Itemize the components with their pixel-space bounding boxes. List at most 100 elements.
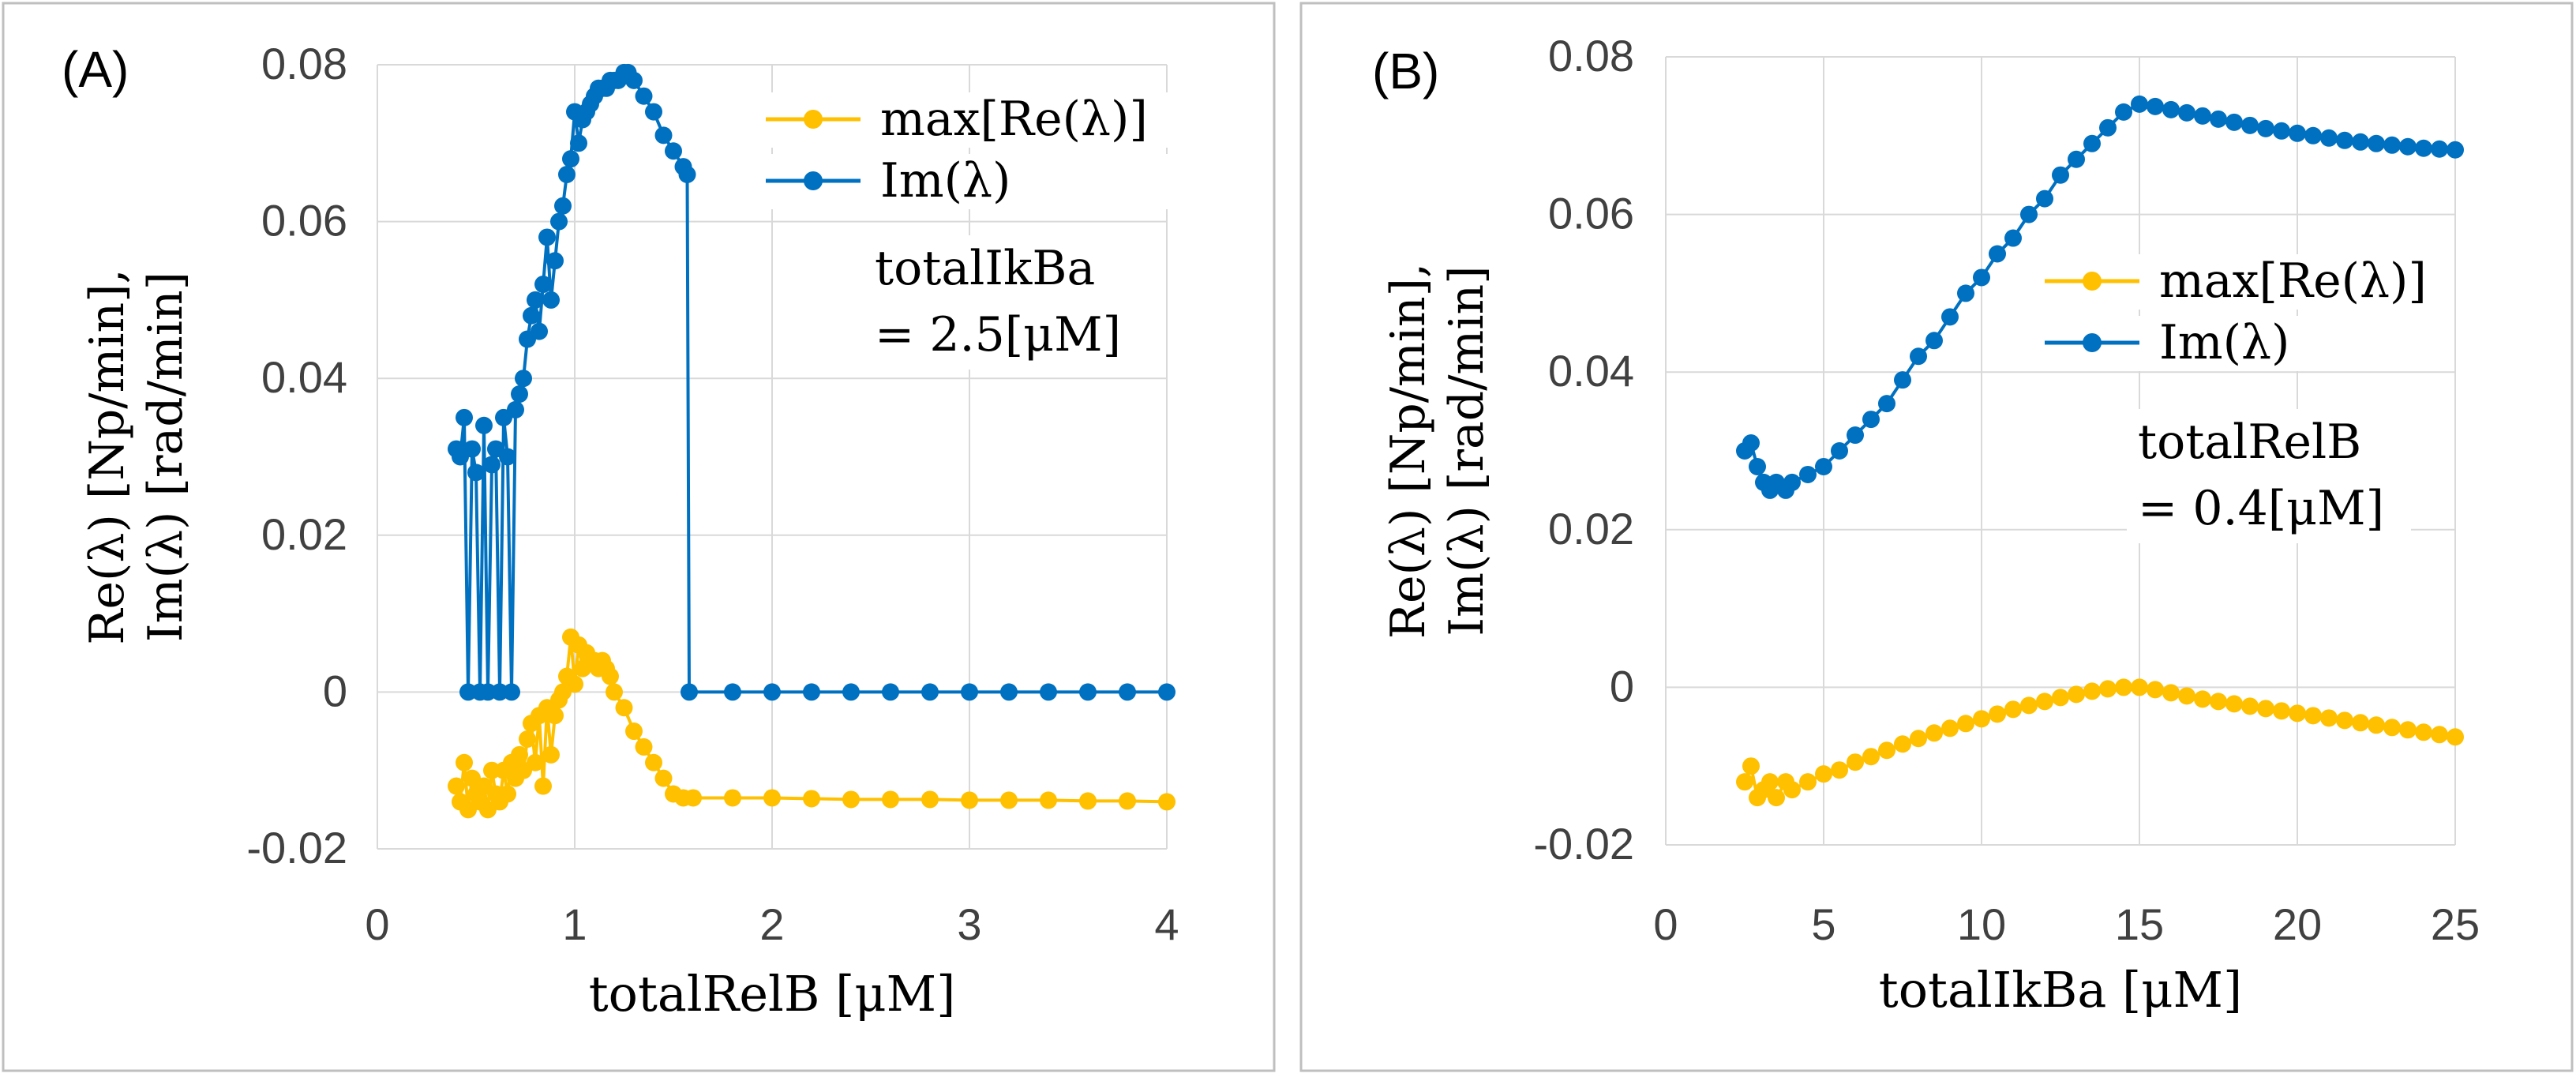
re-data-point: [456, 753, 473, 771]
im-data-point: [1000, 683, 1018, 701]
im-data-point: [2431, 140, 2448, 158]
re-data-point: [645, 753, 662, 771]
im-data-point: [842, 683, 860, 701]
re-data-point: [1910, 730, 1927, 748]
annotation-line1: totalRelB: [2138, 415, 2361, 470]
im-data-point: [1749, 457, 1766, 475]
re-data-point: [2052, 689, 2069, 707]
annotation-line1: totalIkBa: [875, 241, 1095, 296]
im-data-point: [2004, 229, 2022, 247]
im-data-point: [2036, 190, 2053, 208]
x-tick-label: 10: [1957, 899, 2006, 949]
im-data-point: [803, 683, 820, 701]
re-data-point: [2368, 716, 2385, 734]
im-data-point: [1862, 411, 1880, 429]
re-data-point: [2004, 700, 2022, 719]
im-data-point: [1815, 457, 1832, 475]
im-data-point: [570, 134, 587, 152]
re-data-point: [2178, 687, 2195, 705]
re-data-point: [2289, 704, 2306, 723]
panel-label: (B): [1372, 43, 1439, 99]
y-tick-label: 0.04: [261, 352, 347, 402]
re-data-point: [2273, 702, 2290, 720]
im-data-point: [463, 440, 481, 458]
re-data-point: [1989, 705, 2006, 723]
re-data-point: [2036, 693, 2053, 711]
re-data-point: [1941, 719, 1959, 738]
y-tick-label: 0: [323, 666, 347, 715]
y-tick-label: 0.04: [1548, 346, 1634, 396]
re-data-point: [2162, 684, 2180, 702]
im-data-point: [531, 322, 548, 340]
im-data-point: [2194, 107, 2211, 125]
im-data-point: [2368, 134, 2385, 152]
im-data-point: [1910, 347, 1927, 366]
re-data-point: [2447, 728, 2464, 746]
panel-b-chart: 0 5 10 15 20 25 -0.02 0 0.02 0.04 0.06 0.08 (B) Re(λ)…: [1372, 31, 2480, 1019]
legend-re-label: max[Re(λ)]: [2159, 253, 2427, 309]
panel-a-chart: 0 1 2 3 4 -0.02 0 0.02 0.04 0.06 0.08 (A) Re(λ) [Np/…: [62, 39, 1179, 1023]
y-tick-label: 0.06: [1548, 189, 1634, 238]
x-tick-label: 0: [1653, 899, 1678, 949]
im-data-point: [499, 448, 516, 466]
re-data-point: [448, 777, 465, 795]
im-data-point: [2083, 134, 2101, 152]
x-tick-label: 1: [562, 899, 587, 949]
im-data-point: [538, 228, 556, 246]
re-data-point: [1799, 773, 1817, 791]
re-data-point: [499, 785, 516, 803]
re-data-point: [1079, 792, 1097, 810]
im-data-point: [2131, 95, 2148, 113]
re-data-point: [2083, 682, 2101, 700]
x-tick-label: 20: [2273, 899, 2322, 949]
legend-re-swatch-marker: [804, 110, 823, 129]
re-data-point: [1761, 773, 1779, 791]
im-data-point: [546, 252, 564, 270]
im-data-point: [2447, 141, 2464, 159]
re-data-point: [1894, 735, 1911, 753]
im-data-point: [527, 291, 544, 309]
y-tick-label: -0.02: [1533, 819, 1634, 869]
re-data-point: [2241, 697, 2259, 715]
panel-label: (A): [62, 41, 129, 98]
im-data-point: [534, 276, 552, 294]
re-data-point: [1847, 753, 1864, 771]
im-data-point: [2241, 116, 2259, 134]
im-data-point: [2304, 126, 2322, 145]
re-data-point: [2257, 700, 2274, 718]
re-data-point: [724, 789, 741, 807]
re-data-point: [921, 790, 939, 809]
re-data-point: [2225, 695, 2243, 713]
im-data-point: [2289, 124, 2306, 142]
re-data-point: [2131, 678, 2148, 696]
im-data-point: [483, 456, 501, 474]
im-data-point: [2210, 110, 2227, 128]
x-tick-label: 25: [2431, 899, 2480, 949]
im-data-point: [1799, 465, 1817, 483]
legend-im-label: Im(λ): [880, 153, 1011, 208]
legend-im-swatch-marker: [2083, 333, 2102, 352]
im-data-point: [1878, 395, 1895, 413]
re-data-point: [2210, 693, 2227, 711]
y-axis-label-line2: Im(λ) [rad/min]: [1439, 265, 1494, 636]
re-data-point: [2336, 711, 2353, 730]
im-data-point: [1925, 332, 1943, 350]
x-tick-label: 4: [1154, 899, 1179, 949]
im-data-point: [503, 683, 520, 701]
im-data-point: [2320, 129, 2338, 147]
im-data-point: [1158, 683, 1176, 701]
im-data-point: [681, 683, 698, 701]
re-data-point: [625, 723, 643, 741]
legend-re-swatch-marker: [2083, 272, 2102, 291]
im-data-point: [467, 464, 485, 482]
im-data-point: [1079, 683, 1097, 701]
im-data-point: [2415, 139, 2432, 157]
re-data-point: [1768, 789, 1785, 807]
re-data-point: [2068, 685, 2085, 704]
re-data-point: [2415, 723, 2432, 741]
re-data-point: [1862, 748, 1880, 766]
y-tick-label: 0.02: [261, 509, 347, 559]
annotation-background: [2127, 409, 2411, 543]
re-data-point: [2320, 709, 2338, 727]
im-data-point: [2178, 103, 2195, 122]
